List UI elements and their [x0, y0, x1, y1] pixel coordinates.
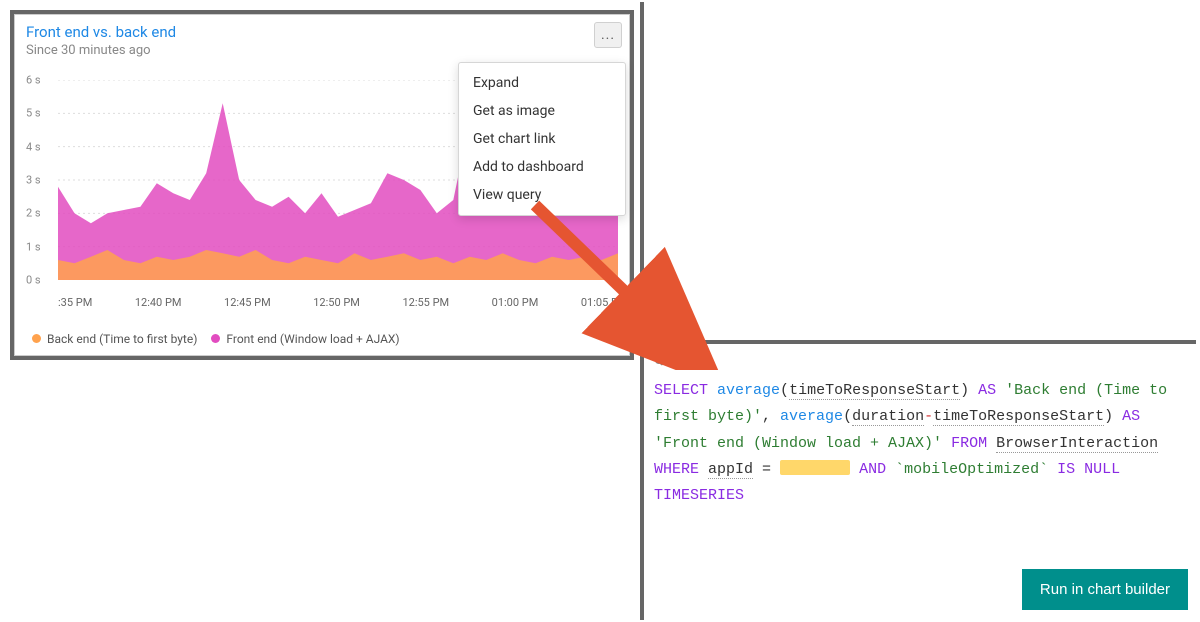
legend-item: Back end (Time to first byte)	[32, 332, 197, 346]
query-token-kw: IS NULL	[1057, 461, 1120, 478]
y-tick-label: 0 s	[26, 274, 41, 287]
query-token-str: `mobileOptimized`	[895, 461, 1048, 478]
query-text: SELECT average(timeToResponseStart) AS '…	[654, 378, 1188, 509]
x-tick-label: 01:05 P	[581, 296, 618, 309]
query-token-str: 'Front end (Window load + AJAX)'	[654, 435, 942, 452]
query-panel: QUERY SELECT average(timeToResponseStart…	[654, 352, 1188, 509]
query-token-fld: appId	[708, 461, 753, 479]
y-tick-label: 6 s	[26, 74, 41, 87]
query-token-kw: FROM	[951, 435, 987, 452]
x-tick-label: 12:45 PM	[224, 296, 271, 309]
query-token-op: -	[924, 408, 933, 425]
x-tick-label: 12:40 PM	[135, 296, 182, 309]
query-token-fn: average	[717, 382, 780, 399]
chart-more-button[interactable]: ...	[594, 22, 622, 48]
query-token-kw: AS	[1122, 408, 1140, 425]
redacted-value	[780, 460, 850, 475]
y-tick-label: 3 s	[26, 174, 41, 187]
legend-label: Front end (Window load + AJAX)	[226, 332, 399, 346]
run-in-chart-builder-button[interactable]: Run in chart builder	[1022, 569, 1188, 610]
legend-item: Front end (Window load + AJAX)	[211, 332, 399, 346]
query-heading: QUERY	[654, 352, 1188, 368]
y-tick-label: 2 s	[26, 207, 41, 220]
query-token-fn: average	[780, 408, 843, 425]
query-token-fld: duration	[852, 408, 924, 426]
y-tick-label: 5 s	[26, 107, 41, 120]
menu-item-viewquery[interactable]: View query	[459, 181, 625, 209]
panel-divider	[640, 2, 1196, 620]
query-token-fld: timeToResponseStart	[789, 382, 960, 400]
legend-swatch	[32, 334, 41, 343]
menu-item-dashboard[interactable]: Add to dashboard	[459, 153, 625, 181]
query-token-kw: SELECT	[654, 382, 708, 399]
menu-item-link[interactable]: Get chart link	[459, 125, 625, 153]
query-token-fld: timeToResponseStart	[933, 408, 1104, 426]
menu-item-expand[interactable]: Expand	[459, 69, 625, 97]
chart-subtitle: Since 30 minutes ago	[26, 43, 618, 58]
x-axis-labels: :35 PM 12:40 PM 12:45 PM 12:50 PM 12:55 PM 01…	[58, 290, 618, 309]
chart-panel: Front end vs. back end Since 30 minutes …	[10, 10, 634, 360]
query-token-kw: WHERE	[654, 461, 699, 478]
chart-legend: Back end (Time to first byte) Front end (…	[32, 332, 414, 347]
legend-swatch	[211, 334, 220, 343]
y-tick-label: 4 s	[26, 140, 41, 153]
y-axis-labels: 6 s5 s4 s3 s2 s1 s0 s	[26, 80, 54, 290]
y-tick-label: 1 s	[26, 240, 41, 253]
query-token-kw: AND	[859, 461, 886, 478]
x-tick-label: :35 PM	[58, 296, 92, 309]
x-tick-label: 12:55 PM	[402, 296, 449, 309]
chart-context-menu: ExpandGet as imageGet chart linkAdd to d…	[458, 62, 626, 216]
query-token-kw: AS	[978, 382, 996, 399]
menu-item-image[interactable]: Get as image	[459, 97, 625, 125]
x-tick-label: 01:00 PM	[492, 296, 539, 309]
query-token-fld: BrowserInteraction	[996, 435, 1158, 453]
query-token-kw: TIMESERIES	[654, 487, 744, 504]
legend-label: Back end (Time to first byte)	[47, 332, 197, 346]
chart-title-link[interactable]: Front end vs. back end	[26, 23, 176, 41]
x-tick-label: 12:50 PM	[313, 296, 360, 309]
